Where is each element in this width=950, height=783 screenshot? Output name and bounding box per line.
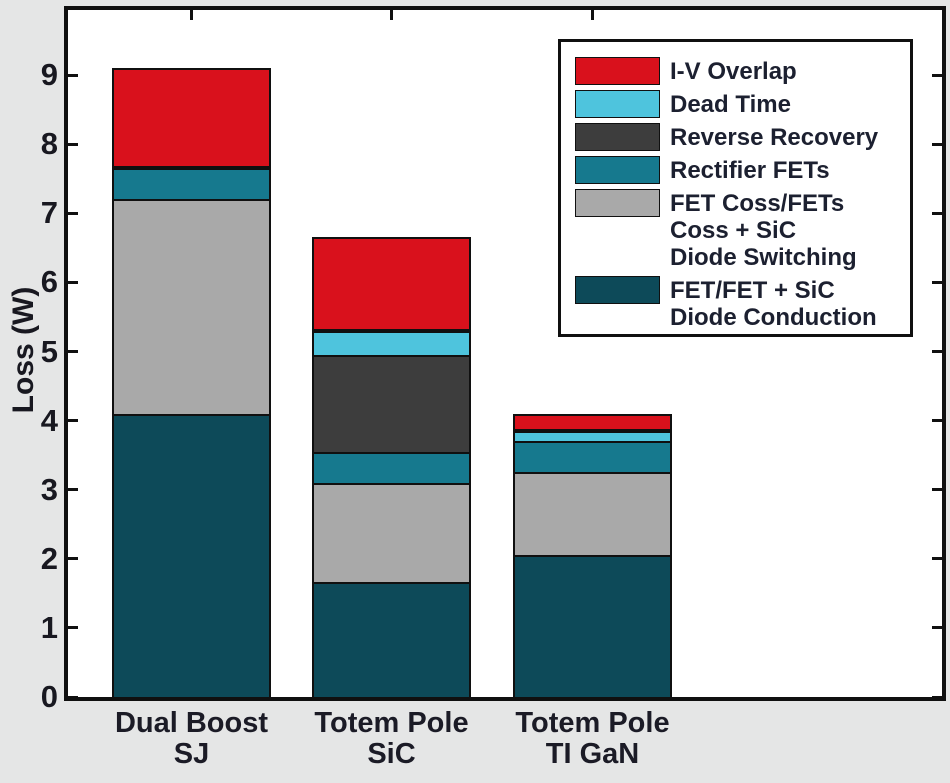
y-tick-right <box>932 626 942 630</box>
bar-segment <box>513 555 672 699</box>
y-tick-label: 3 <box>40 471 58 507</box>
bar-segment <box>112 68 271 169</box>
bar-segment <box>513 472 672 558</box>
y-tick-right <box>932 350 942 353</box>
plot-inner <box>68 10 942 699</box>
bar-segment <box>112 168 271 202</box>
y-tick-right <box>932 211 942 215</box>
legend-label: I-V Overlap <box>670 58 797 85</box>
y-tick-right <box>932 142 942 146</box>
y-tick-right <box>932 695 942 699</box>
y-tick-right <box>932 419 942 423</box>
legend-label: FET/FET + SiC Diode Conduction <box>670 277 877 331</box>
y-tick-label: 7 <box>40 195 58 231</box>
bar-segment <box>312 451 471 485</box>
legend-entry: Reverse Recovery <box>575 123 902 151</box>
legend-swatch-icon <box>575 189 660 217</box>
y-tick-left <box>68 695 78 699</box>
bar-segment <box>112 199 271 416</box>
legend: I-V Overlap Dead Time Reverse Recovery Rect… <box>558 39 913 337</box>
x-category-label: Dual Boost SJ <box>114 707 269 770</box>
bar-segment <box>312 237 471 331</box>
x-category-label: Totem Pole TI GaN <box>515 707 670 770</box>
y-tick-label: 4 <box>40 402 58 438</box>
bar-segment <box>112 413 271 699</box>
legend-entry: FET Coss/FETs Coss + SiC Diode Switching <box>575 189 902 271</box>
x-tick-top <box>190 10 193 20</box>
y-tick-label: 2 <box>40 540 58 576</box>
bar-segment <box>513 441 672 475</box>
legend-entry: Rectifier FETs <box>575 156 902 184</box>
legend-swatch-icon <box>575 123 660 151</box>
y-tick-label: 8 <box>40 126 58 162</box>
legend-swatch-icon <box>575 90 660 118</box>
legend-swatch-icon <box>575 57 660 85</box>
y-tick-left <box>68 73 78 77</box>
bar-segment <box>312 354 471 454</box>
y-tick-label: 0 <box>40 679 58 714</box>
bar-segment <box>312 330 471 357</box>
legend-label: Rectifier FETs <box>670 157 830 184</box>
y-tick-left <box>68 419 78 423</box>
y-tick-label: 9 <box>40 57 58 93</box>
x-tick-top <box>591 10 594 20</box>
legend-label: Dead Time <box>670 91 791 118</box>
bar-segment <box>513 413 672 431</box>
y-tick-right <box>932 73 942 77</box>
legend-entry: I-V Overlap <box>575 57 902 85</box>
y-tick-label: 1 <box>40 609 58 645</box>
y-tick-left <box>68 488 78 492</box>
legend-swatch-icon <box>575 156 660 184</box>
y-tick-left <box>68 557 78 561</box>
y-tick-label: 5 <box>40 333 58 369</box>
legend-entry: Dead Time <box>575 90 902 118</box>
legend-label: FET Coss/FETs Coss + SiC Diode Switching <box>670 190 857 271</box>
y-tick-left <box>68 142 78 146</box>
y-tick-left <box>68 280 78 284</box>
y-tick-right <box>932 488 942 492</box>
y-tick-right <box>932 557 942 561</box>
y-tick-label: 6 <box>40 264 58 300</box>
bar-segment <box>312 581 471 699</box>
y-tick-right <box>932 280 942 284</box>
y-tick-left <box>68 211 78 215</box>
bar-segment <box>513 430 672 444</box>
legend-entry: FET/FET + SiC Diode Conduction <box>575 276 902 331</box>
x-category-label: Totem Pole SiC <box>314 707 469 770</box>
bar-segment <box>312 482 471 584</box>
y-tick-left <box>68 626 78 630</box>
legend-label: Reverse Recovery <box>670 124 879 151</box>
x-tick-top <box>390 10 393 20</box>
legend-swatch-icon <box>575 276 660 304</box>
y-tick-left <box>68 350 78 353</box>
